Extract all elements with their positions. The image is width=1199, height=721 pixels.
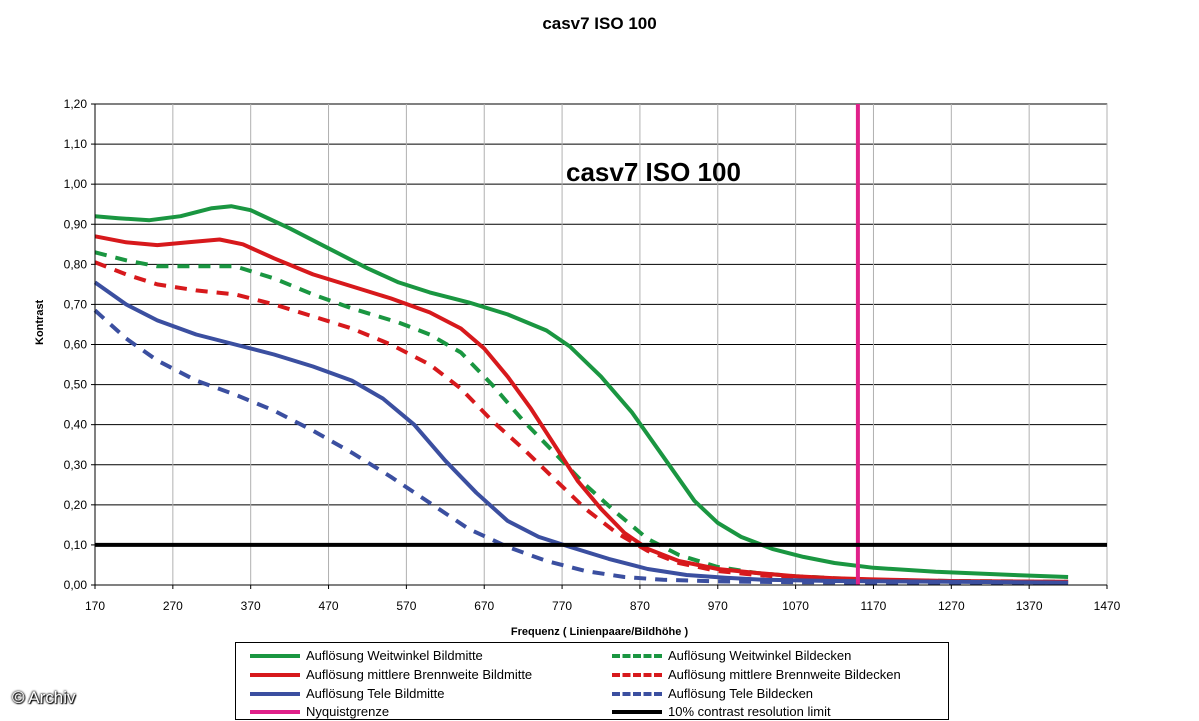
legend-label: Auflösung Weitwinkel Bildecken <box>668 648 852 663</box>
y-tick-label: 1,00 <box>64 177 88 191</box>
legend-label: Auflösung Tele Bildecken <box>668 686 814 701</box>
y-tick-label: 0,90 <box>64 217 88 231</box>
legend-item-aufl-sung-mittlere-brennweite-bildecken: Auflösung mittlere Brennweite Bildecken <box>612 665 901 684</box>
x-tick-label: 1470 <box>1094 599 1121 613</box>
legend-item-10-contrast-resolution-limit: 10% contrast resolution limit <box>612 702 831 721</box>
legend-label: Auflösung mittlere Brennweite Bildecken <box>668 667 901 682</box>
legend-label: Auflösung Tele Bildmitte <box>306 686 445 701</box>
legend-swatch <box>250 709 300 714</box>
x-tick-label: 470 <box>319 599 339 613</box>
y-tick-label: 0,40 <box>64 418 88 432</box>
y-tick-label: 0,60 <box>64 338 88 352</box>
series-layer <box>93 104 1107 586</box>
y-tick-label: 0,30 <box>64 458 88 472</box>
x-tick-label: 270 <box>163 599 183 613</box>
y-tick-label: 0,20 <box>64 498 88 512</box>
legend-swatch <box>612 709 662 714</box>
series-line-aufl-sung-mittlere-brennweite-bildecken <box>94 260 1069 585</box>
x-tick-label: 170 <box>85 599 105 613</box>
y-axis-label: Kontrast <box>34 299 46 345</box>
legend-label: Nyquistgrenze <box>306 704 390 719</box>
legend-item-aufl-sung-mittlere-brennweite-bildmitte: Auflösung mittlere Brennweite Bildmitte <box>250 665 532 684</box>
y-tick-label: 0,80 <box>64 257 88 271</box>
y-tick-label: 1,20 <box>64 97 88 111</box>
y-tick-label: 0,70 <box>64 297 88 311</box>
x-tick-label: 1270 <box>938 599 965 613</box>
x-tick-label: 370 <box>241 599 261 613</box>
copyright-watermark: © Archiv <box>12 688 76 707</box>
legend-swatch <box>612 672 662 677</box>
legend-item-aufl-sung-weitwinkel-bildmitte: Auflösung Weitwinkel Bildmitte <box>250 646 483 665</box>
legend-swatch <box>612 691 662 696</box>
y-tick-label: 0,00 <box>64 578 88 592</box>
x-tick-label: 970 <box>708 599 728 613</box>
y-tick-label: 0,50 <box>64 378 88 392</box>
x-tick-label: 870 <box>630 599 650 613</box>
legend-item-aufl-sung-tele-bildmitte: Auflösung Tele Bildmitte <box>250 684 445 703</box>
x-tick-label: 770 <box>552 599 572 613</box>
legend-label: Auflösung mittlere Brennweite Bildmitte <box>306 667 533 682</box>
legend: Auflösung Weitwinkel Bildmitte Auflösung … <box>235 642 949 720</box>
legend-item-aufl-sung-weitwinkel-bildecken: Auflösung Weitwinkel Bildecken <box>612 646 851 665</box>
y-tick-label: 0,10 <box>64 538 88 552</box>
series-line-aufl-sung-tele-bildecken <box>93 308 1069 586</box>
legend-swatch <box>250 653 300 658</box>
series-line-aufl-sung-weitwinkel-bildmitte <box>94 204 1069 579</box>
y-tick-label: 1,10 <box>64 137 88 151</box>
legend-swatch <box>250 691 300 696</box>
legend-label: 10% contrast resolution limit <box>668 704 831 719</box>
x-axis-label: Frequenz ( Linienpaare/Bildhöhe ) <box>510 626 689 638</box>
series-line-aufl-sung-mittlere-brennweite-bildmitte <box>94 234 1069 584</box>
legend-item-nyquistgrenze: Nyquistgrenze <box>250 702 389 721</box>
chart-inner-title: casv7 ISO 100 <box>566 157 741 187</box>
x-tick-label: 670 <box>474 599 494 613</box>
x-tick-label: 1170 <box>861 599 887 613</box>
grid-layer <box>94 103 1108 586</box>
legend-label: Auflösung Weitwinkel Bildmitte <box>306 648 483 663</box>
x-tick-label: 1070 <box>782 599 809 613</box>
x-tick-label: 1370 <box>1016 599 1043 613</box>
legend-swatch <box>612 653 662 658</box>
axis-layer: 0,00 0,10 0,20 0,30 0,40 0,50 0,60 0,70 0,80 0,90… <box>64 97 1121 613</box>
legend-swatch <box>250 672 300 677</box>
series-line-aufl-sung-tele-bildmitte <box>93 280 1069 585</box>
chart-title: casv7 ISO 100 <box>542 14 657 33</box>
legend-item-aufl-sung-tele-bildecken: Auflösung Tele Bildecken <box>612 684 813 703</box>
x-tick-label: 570 <box>396 599 416 613</box>
